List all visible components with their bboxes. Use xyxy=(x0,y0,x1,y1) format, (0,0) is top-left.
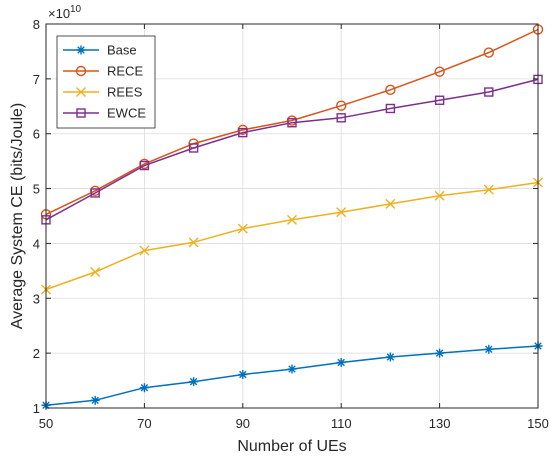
data-point xyxy=(238,370,248,380)
plot-area xyxy=(40,24,544,410)
data-point xyxy=(385,103,396,114)
data-point xyxy=(385,198,396,209)
data-point xyxy=(385,352,395,362)
data-point xyxy=(484,87,494,97)
legend-label: EWCE xyxy=(107,106,146,121)
legend-item-base: Base xyxy=(63,43,137,58)
data-point xyxy=(484,344,494,354)
data-point xyxy=(237,223,248,234)
data-point xyxy=(139,383,149,393)
data-point xyxy=(90,266,101,277)
x-tick-label: 70 xyxy=(137,416,151,431)
series-line xyxy=(45,78,539,221)
series-rees xyxy=(41,177,543,295)
x-tick-label: 130 xyxy=(429,416,451,431)
axis-ticks: 50 70 90 110 130 150 1 2 3 4 5 6 7 8 xyxy=(33,17,549,431)
data-point xyxy=(287,364,297,374)
data-point xyxy=(435,348,445,358)
y-tick-label: 6 xyxy=(33,127,40,142)
series-base xyxy=(41,341,543,410)
data-point xyxy=(434,95,445,105)
y-tick-label: 5 xyxy=(33,182,40,197)
data-point xyxy=(90,395,100,405)
y-tick-label: 4 xyxy=(33,236,40,251)
data-point xyxy=(90,188,100,198)
data-point xyxy=(385,84,396,96)
data-point xyxy=(139,245,150,256)
legend-label: REES xyxy=(107,85,143,100)
data-point xyxy=(483,47,494,58)
data-point xyxy=(189,377,199,387)
data-point xyxy=(287,214,297,225)
data-point xyxy=(139,160,150,171)
legend: Base RECE REES EWCE xyxy=(56,35,156,129)
data-point xyxy=(188,237,199,248)
data-point xyxy=(434,190,445,201)
legend-label: RECE xyxy=(107,64,143,79)
series-line xyxy=(45,181,539,291)
data-point xyxy=(287,118,297,128)
x-tick-label: 110 xyxy=(331,416,352,431)
y-exponent-value: 10 xyxy=(70,4,82,15)
x-tick-label: 150 xyxy=(527,416,549,431)
data-point xyxy=(336,100,347,111)
x-axis-label: Number of UEs xyxy=(237,438,346,455)
data-point xyxy=(76,87,86,97)
data-point xyxy=(238,127,248,138)
data-point xyxy=(483,184,494,195)
data-point xyxy=(76,45,86,55)
y-tick-label: 8 xyxy=(33,17,40,32)
legend-label: Base xyxy=(107,43,137,58)
data-point xyxy=(76,108,86,118)
x-tick-label: 90 xyxy=(236,416,250,431)
y-axis-label: Average System CE (bits/Joule) xyxy=(9,103,26,329)
axes-box xyxy=(45,23,539,409)
y-tick-label: 3 xyxy=(33,291,40,306)
y-tick-label: 2 xyxy=(33,346,40,361)
data-point xyxy=(75,65,87,77)
data-point xyxy=(336,113,346,123)
data-point xyxy=(188,143,199,153)
y-exponent-label: ×10 xyxy=(48,6,70,21)
legend-item-ewce: EWCE xyxy=(63,106,146,121)
data-point xyxy=(434,66,445,77)
legend-item-rece: RECE xyxy=(63,64,143,79)
series-line xyxy=(45,28,539,216)
y-tick-label: 7 xyxy=(33,72,40,87)
data-point xyxy=(336,357,346,367)
legend-item-rees: REES xyxy=(63,85,143,100)
data-point xyxy=(336,207,347,218)
y-tick-label: 1 xyxy=(33,401,40,416)
x-tick-label: 50 xyxy=(39,416,53,431)
series-line xyxy=(45,345,539,407)
